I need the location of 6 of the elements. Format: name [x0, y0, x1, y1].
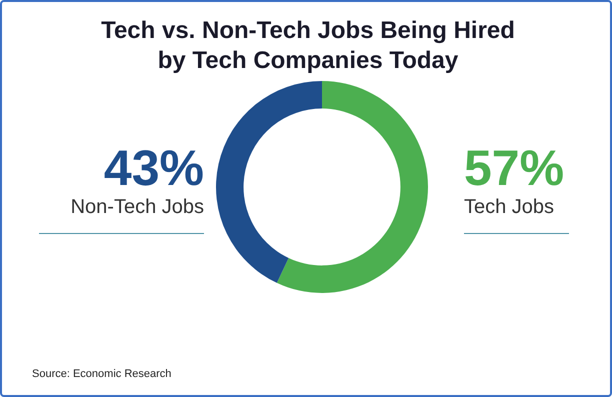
- data-label: 43%: [102, 140, 204, 196]
- slice-label: Non-Tech Jobs: [70, 196, 204, 219]
- source-note: Source: Economic Research: [32, 368, 172, 380]
- data-label: 57%: [464, 140, 566, 196]
- slice-label: Tech Jobs: [464, 196, 556, 219]
- chart-title: Tech vs. Non-Tech Jobs Being Hired by Tech Companies Today: [100, 16, 516, 76]
